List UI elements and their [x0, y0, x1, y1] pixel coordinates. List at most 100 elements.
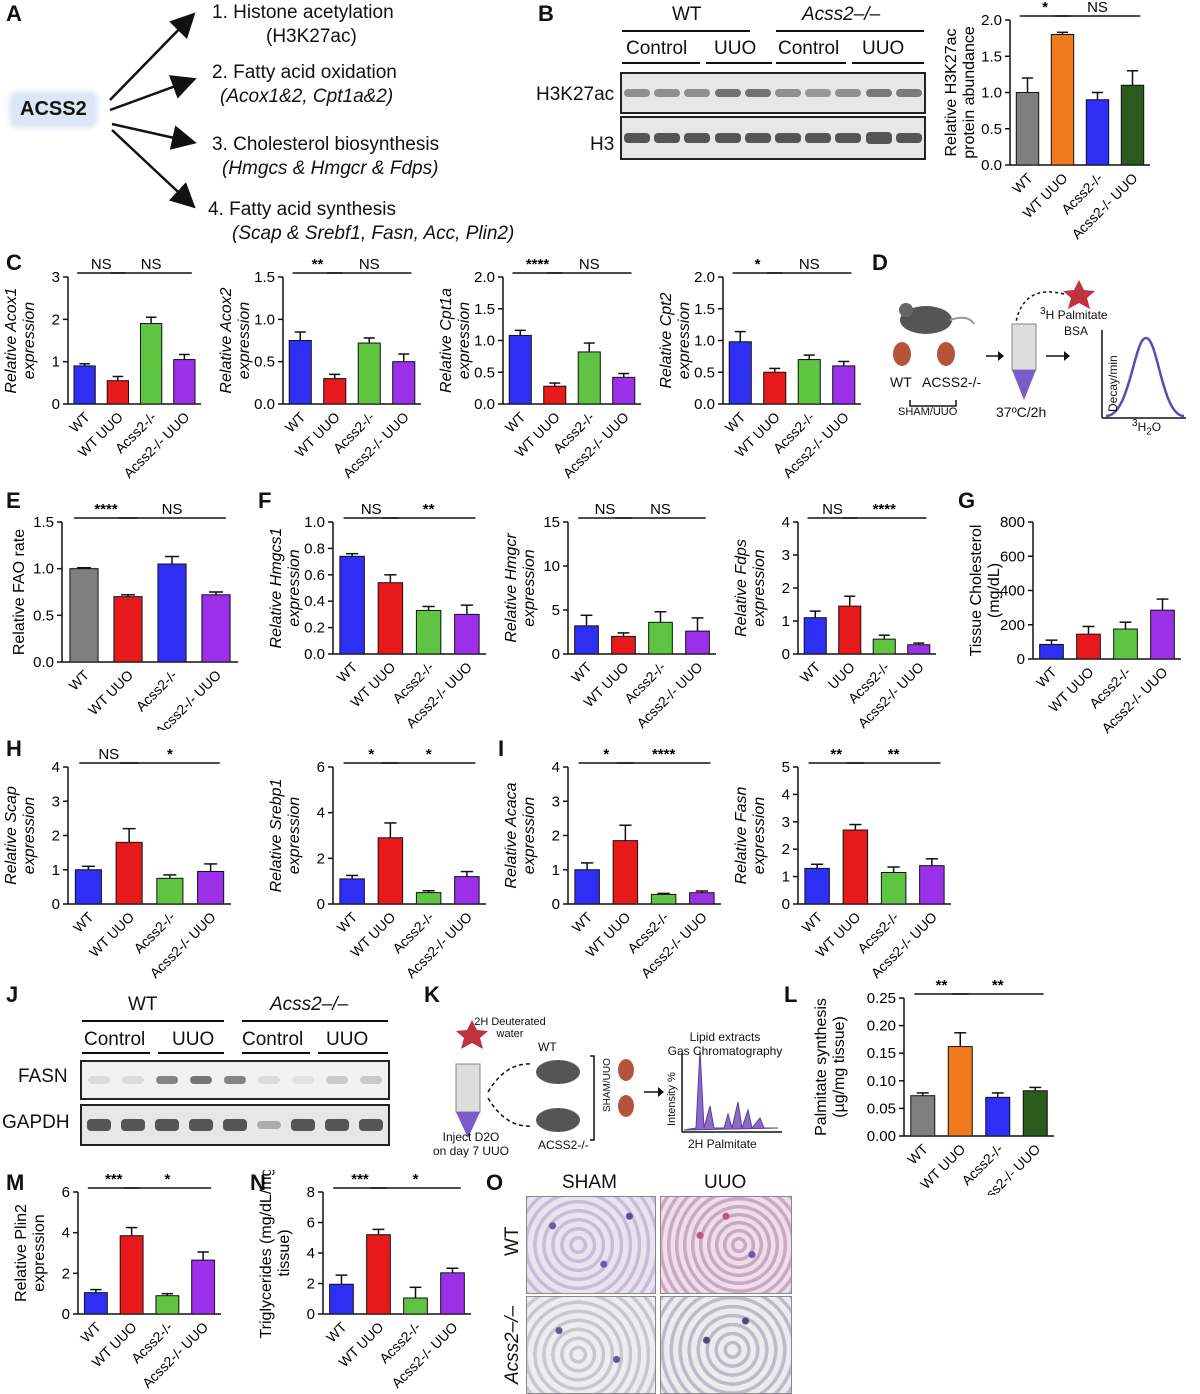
y-tick-label: 1.5: [694, 301, 715, 318]
y-tick-label: 4: [782, 514, 790, 531]
significance-label: *: [368, 746, 374, 763]
bar-acss2-uuo: [689, 892, 715, 905]
bar-acss2-uuo: [191, 1259, 216, 1315]
panel-label-n: N: [250, 1170, 266, 1195]
bar-acss2-uuo: [1150, 609, 1175, 660]
y-tick-label: 1: [782, 869, 790, 886]
panel-label-e: E: [6, 488, 21, 513]
tracer-label: 3H Palmitate: [1040, 306, 1108, 322]
blot-b-lane-3: Control: [778, 38, 840, 59]
pathway-3-detail: (Hmgcs & Hmgcr & Fdps): [222, 158, 439, 179]
x-tick-label: WT: [77, 1318, 104, 1345]
kidney-icon-bottom: [618, 1095, 634, 1117]
y-tick-label: 0: [782, 646, 790, 663]
x-tick-label: WT: [70, 908, 97, 935]
pathway-4-detail: (Scap & Srebf1, Fasn, Acc, Plin2): [232, 223, 515, 244]
blot-j-fasn-strip: [80, 1060, 390, 1100]
y-axis-label: Relative Acaca: [503, 782, 520, 888]
y-tick-label: 400: [1000, 583, 1025, 600]
bar-wt: [339, 555, 365, 655]
chart-c-cpt1a: 0.0 0.5 1.0 1.5 2.0 Relative Cpt1a expression W…: [438, 256, 641, 480]
x-tick-label: WT: [502, 408, 529, 435]
y-tick-label: 3: [552, 793, 560, 810]
bar-wt-uuo: [377, 837, 404, 905]
y-tick-label: 4: [317, 805, 325, 822]
x-tick-label: WT: [799, 908, 826, 935]
significance-label: *: [603, 746, 609, 763]
acss2-node: ACSS2: [12, 94, 95, 125]
y-axis-label: Relative H3K27ac: [943, 28, 960, 156]
bar-acss2-: [872, 638, 896, 655]
y-axis-label: expression: [286, 797, 303, 874]
x-tick-label: WT: [65, 666, 92, 693]
y-axis-label: Relative Cpt2: [658, 292, 675, 388]
y-tick-label: 0: [1017, 651, 1025, 668]
significance-label: *: [167, 746, 173, 763]
y-tick-label: 2: [307, 1276, 315, 1293]
bar-wt: [1015, 92, 1040, 166]
wt-label: WT: [890, 374, 912, 390]
y-tick-label: 1: [552, 862, 560, 879]
y-tick-label: 1: [52, 862, 60, 879]
y-axis-label: Relative FAO rate: [11, 529, 28, 655]
y-tick-label: 1.0: [694, 333, 715, 350]
bar-wt: [74, 869, 102, 905]
significance-label: ****: [94, 501, 118, 518]
chart-b: 0.0 0.5 1.0 1.5 2.0 Relative H3K27ac protein a…: [943, 0, 1150, 240]
y-axis-label: Tissue Cholesterol: [968, 525, 985, 657]
bar-acss2-: [415, 892, 442, 905]
significance-label: NS: [361, 501, 382, 518]
y-tick-label: 1.5: [33, 514, 54, 531]
blot-j-row-gapdh: GAPDH: [2, 1112, 70, 1133]
y-tick-label: 1.5: [254, 269, 275, 286]
mouse-icon: [900, 306, 952, 334]
tube-icon: [1011, 323, 1037, 371]
y-tick-label: 5: [552, 602, 560, 619]
y-tick-label: 2: [782, 841, 790, 858]
x-tick-label: WT UUO: [86, 909, 137, 960]
y-tick-label: 0: [62, 1306, 70, 1323]
bar-acss2-uuo: [201, 594, 231, 663]
histology-ko-uuo: [660, 1296, 792, 1394]
significance-label: *: [164, 1171, 170, 1188]
bar-wt: [804, 867, 830, 905]
y-axis-label: Relative Acox2: [218, 287, 235, 393]
y-tick-label: 4: [782, 786, 790, 803]
panel-label-g: G: [958, 488, 976, 513]
kidney-wt-icon: [893, 342, 911, 366]
significance-label: **: [888, 746, 900, 763]
ko-label: ACSS2-/-: [922, 374, 982, 390]
bar-acss2-: [139, 323, 163, 405]
bar-wt-uuo: [106, 380, 130, 405]
y-tick-label: 0.0: [981, 157, 1002, 174]
bar-acss2-uuo: [454, 613, 480, 655]
y-tick-label: 8: [307, 1184, 315, 1201]
blot-b-h3-strip: [620, 116, 926, 160]
bar-acss2-uuo: [907, 644, 931, 655]
y-axis-label: Relative Hmgcr: [503, 533, 520, 643]
y-tick-label: 0.5: [33, 607, 54, 624]
bar-acss2-uuo: [685, 630, 710, 655]
y-tick-label: 1.0: [474, 333, 495, 350]
bar-wt: [574, 625, 599, 655]
y-axis-label: expression: [521, 549, 538, 626]
y-axis-label: expression: [521, 797, 538, 874]
y-axis-label: expression: [31, 1214, 48, 1291]
y-tick-label: 0.15: [867, 1045, 896, 1062]
histology-ko-sham: [526, 1296, 656, 1394]
significance-label: ****: [652, 746, 676, 763]
x-tick-label: WT UUO: [85, 667, 136, 718]
y-tick-label: 0.0: [694, 396, 715, 413]
x-tick-label: WT: [568, 658, 595, 685]
incubation-label: 37ºC/2h: [996, 404, 1047, 420]
bar-acss2-: [985, 1096, 1011, 1137]
y-tick-label: 2.0: [474, 269, 495, 286]
decay-peak-line: [1105, 336, 1185, 418]
panel-label-a: A: [6, 1, 22, 26]
blot-j-gapdh-strip: [80, 1104, 390, 1146]
palmitate-2h-label: 2H Palmitate: [688, 1137, 757, 1151]
